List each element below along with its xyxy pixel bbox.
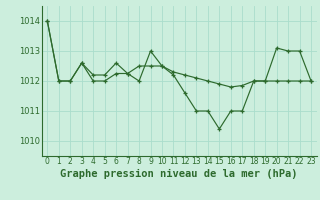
X-axis label: Graphe pression niveau de la mer (hPa): Graphe pression niveau de la mer (hPa): [60, 169, 298, 179]
